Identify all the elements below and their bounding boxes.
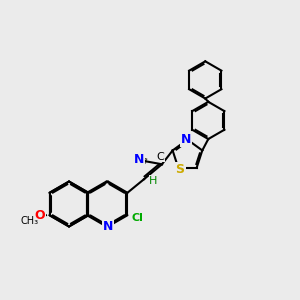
Text: O: O (34, 209, 45, 222)
Text: N: N (103, 220, 113, 233)
Text: Cl: Cl (132, 213, 144, 223)
Text: N: N (181, 133, 191, 146)
Text: C: C (157, 152, 164, 162)
Text: CH₃: CH₃ (21, 216, 39, 226)
Text: N: N (134, 153, 144, 166)
Text: S: S (175, 163, 184, 176)
Text: H: H (149, 176, 158, 186)
